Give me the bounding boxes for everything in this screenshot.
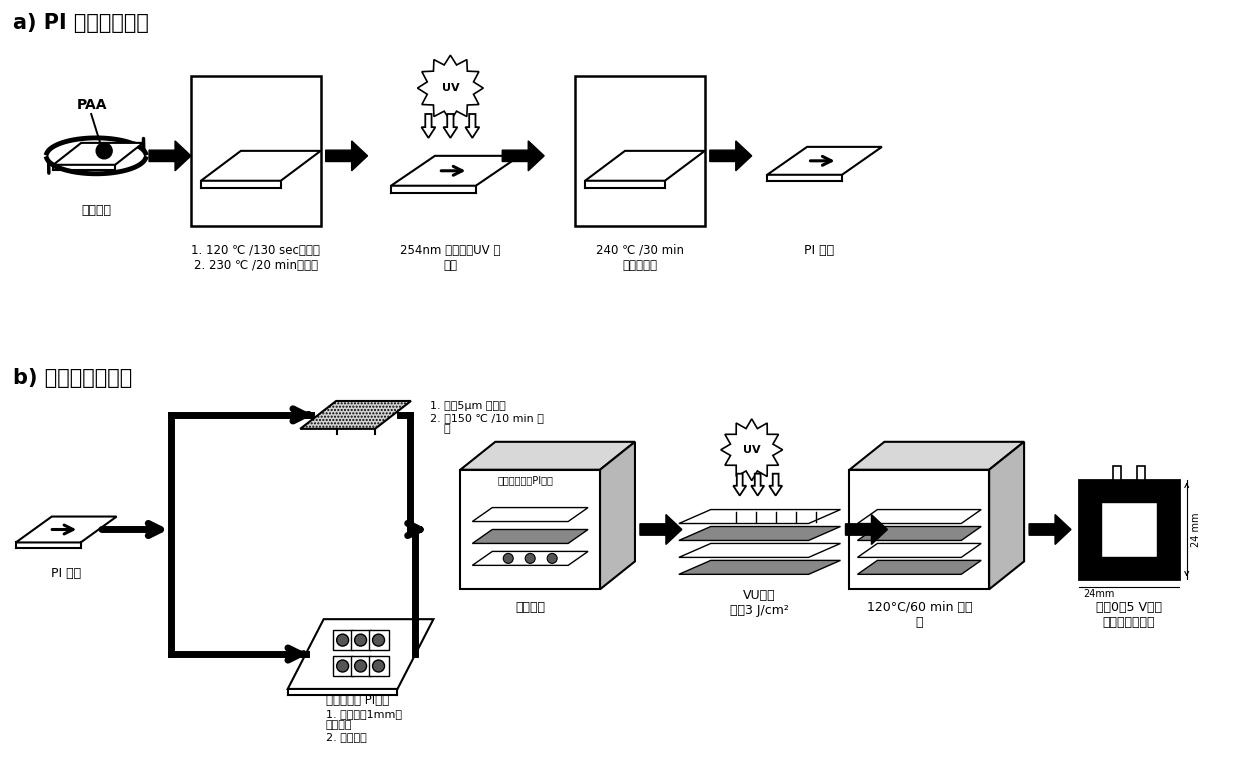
Polygon shape — [858, 510, 981, 524]
Text: 1. 喷洒5μm 隔垫物
2. 在150 ℃ /10 min 固
    化: 1. 喷洒5μm 隔垫物 2. 在150 ℃ /10 min 固 化 — [430, 401, 544, 434]
Bar — [368, 630, 388, 650]
Polygon shape — [472, 507, 588, 521]
Bar — [1137, 466, 1145, 480]
Text: PI 基板: PI 基板 — [51, 567, 82, 580]
Polygon shape — [769, 474, 782, 496]
Bar — [191, 76, 321, 226]
Polygon shape — [678, 527, 841, 541]
Bar — [351, 656, 371, 676]
Polygon shape — [768, 147, 882, 175]
Circle shape — [97, 143, 112, 159]
Polygon shape — [600, 442, 635, 589]
Text: PAA: PAA — [77, 98, 108, 112]
Bar — [460, 470, 600, 589]
Polygon shape — [858, 527, 981, 541]
Text: 240 ℃ /30 min
二次主固化: 240 ℃ /30 min 二次主固化 — [596, 244, 684, 272]
Text: 24mm: 24mm — [1083, 589, 1115, 599]
Circle shape — [355, 660, 367, 672]
FancyArrow shape — [149, 141, 191, 171]
Polygon shape — [733, 474, 746, 496]
Polygon shape — [391, 156, 520, 186]
Text: VU固化
强度3 J/cm²: VU固化 强度3 J/cm² — [730, 589, 789, 617]
FancyArrow shape — [1029, 514, 1071, 545]
Text: a) PI 基板制作流程: a) PI 基板制作流程 — [14, 13, 149, 33]
Polygon shape — [300, 401, 410, 429]
Bar — [332, 656, 352, 676]
Polygon shape — [201, 151, 321, 180]
Text: 含有隔坤物的PI基板: 含有隔坤物的PI基板 — [497, 475, 553, 485]
Text: b) 液晶测试盒制备: b) 液晶测试盒制备 — [14, 368, 133, 388]
Bar — [1112, 466, 1121, 480]
Bar — [1101, 502, 1157, 557]
Bar — [351, 630, 371, 650]
Circle shape — [547, 553, 557, 563]
Polygon shape — [472, 552, 588, 566]
Polygon shape — [849, 442, 1024, 470]
Circle shape — [372, 660, 384, 672]
Text: UV: UV — [743, 445, 760, 455]
Polygon shape — [720, 419, 782, 481]
Polygon shape — [288, 619, 434, 689]
FancyArrow shape — [709, 141, 751, 171]
Polygon shape — [472, 530, 588, 544]
Circle shape — [372, 634, 384, 646]
Polygon shape — [678, 544, 841, 557]
Text: 真空对盒: 真空对盒 — [515, 601, 546, 615]
Polygon shape — [585, 151, 704, 180]
FancyArrow shape — [502, 141, 544, 171]
Polygon shape — [678, 510, 841, 524]
Text: PI 基板: PI 基板 — [805, 244, 835, 257]
Text: 254nm 线性偏振UV 光
配向: 254nm 线性偏振UV 光 配向 — [401, 244, 501, 272]
Polygon shape — [858, 544, 981, 557]
Polygon shape — [16, 517, 117, 542]
Bar — [368, 656, 388, 676]
Text: 24 mm: 24 mm — [1190, 512, 1200, 547]
Circle shape — [336, 660, 348, 672]
FancyArrow shape — [640, 514, 682, 545]
Text: 120°C/60 min 热固
化: 120°C/60 min 热固 化 — [867, 601, 972, 629]
Polygon shape — [422, 114, 435, 138]
Polygon shape — [465, 114, 480, 138]
Polygon shape — [418, 55, 484, 121]
Bar — [849, 470, 990, 589]
Text: 旋涂制备: 旋涂制备 — [81, 204, 112, 216]
Circle shape — [355, 634, 367, 646]
Polygon shape — [858, 560, 981, 574]
Polygon shape — [990, 442, 1024, 589]
Bar — [332, 630, 352, 650]
Polygon shape — [751, 474, 764, 496]
Polygon shape — [678, 560, 841, 574]
FancyArrow shape — [846, 514, 888, 545]
Polygon shape — [53, 143, 143, 165]
Polygon shape — [460, 442, 635, 470]
Bar — [1079, 480, 1179, 580]
Polygon shape — [444, 114, 458, 138]
Text: 1. 涂布描画1mm宽
的封框胶
2. 滴下液晶: 1. 涂布描画1mm宽 的封框胶 2. 滴下液晶 — [326, 709, 402, 742]
Circle shape — [336, 634, 348, 646]
Text: 无隔垄物的 PI基板: 无隔垄物的 PI基板 — [326, 694, 389, 707]
FancyArrow shape — [326, 141, 367, 171]
Circle shape — [503, 553, 513, 563]
Text: 直流0～5 V下，
带有偏光片观察: 直流0～5 V下， 带有偏光片观察 — [1096, 601, 1162, 629]
Text: 1. 120 ℃ /130 sec预固化
2. 230 ℃ /20 min主固化: 1. 120 ℃ /130 sec预固化 2. 230 ℃ /20 min主固化 — [191, 244, 320, 272]
Bar — [575, 76, 704, 226]
Text: UV: UV — [441, 83, 459, 93]
Circle shape — [526, 553, 536, 563]
